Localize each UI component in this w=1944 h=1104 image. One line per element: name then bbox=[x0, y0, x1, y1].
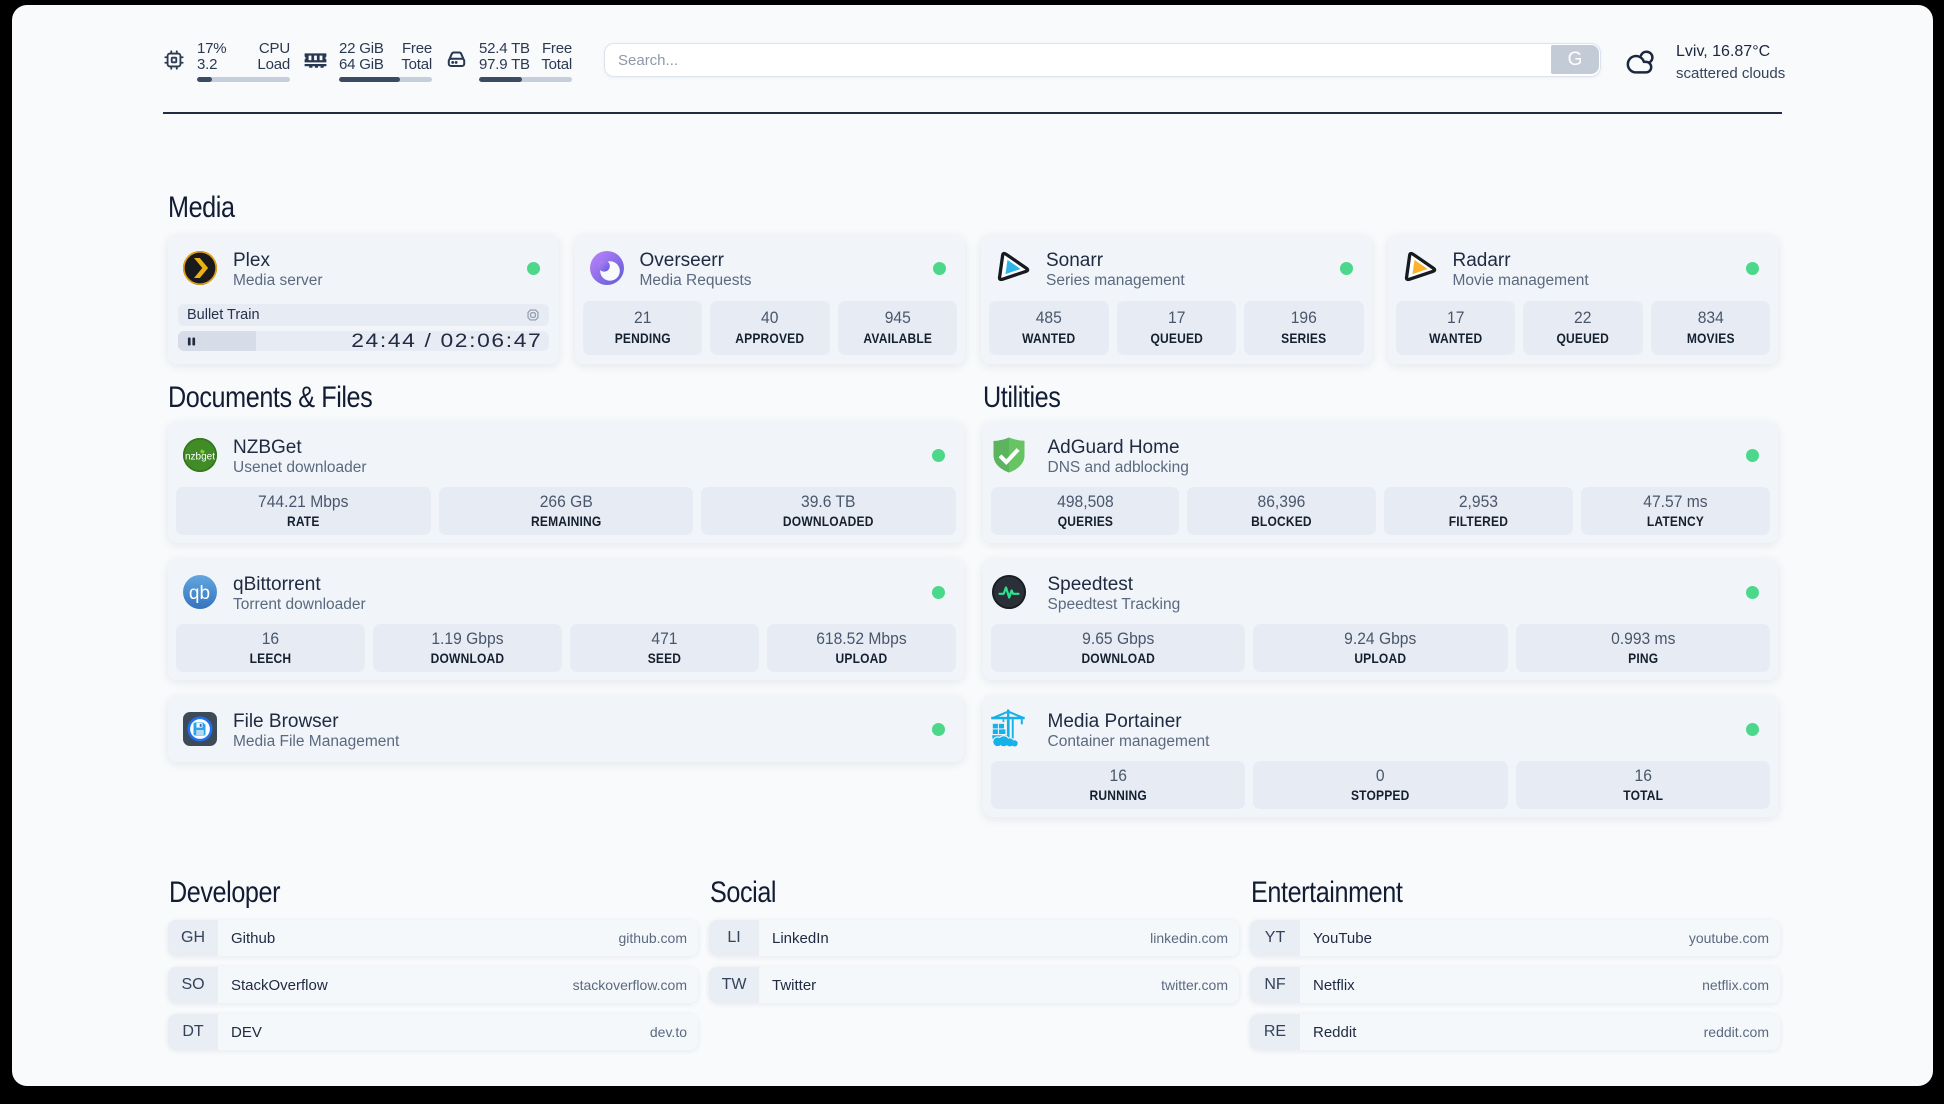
svg-text:qb: qb bbox=[189, 583, 210, 604]
svg-text:nzbget: nzbget bbox=[185, 452, 215, 463]
